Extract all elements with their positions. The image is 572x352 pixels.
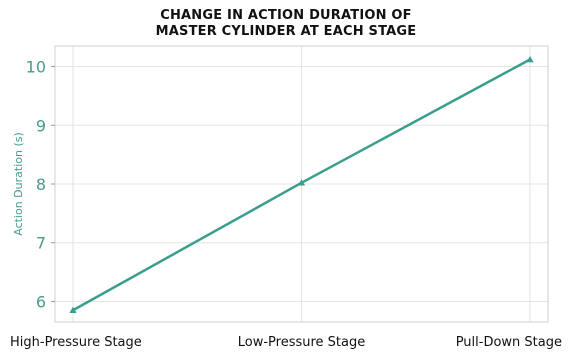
chart-title-line-2: MASTER CYLINDER AT EACH STAGE — [155, 24, 417, 39]
x-tick-label-0: High-Pressure Stage — [10, 335, 142, 350]
x-tick-labels: High-Pressure Stage Low-Pressure Stage Pul… — [10, 335, 562, 350]
y-tick-label-4: 10 — [26, 58, 46, 77]
data-markers — [69, 55, 534, 313]
chart-title: CHANGE IN ACTION DURATION OF MASTER CYLI… — [0, 8, 572, 40]
x-tick-label-2: Pull-Down Stage — [456, 335, 562, 350]
data-point-2 — [526, 55, 534, 63]
chart-title-line-1: CHANGE IN ACTION DURATION OF — [160, 8, 412, 23]
y-tick-label-3: 9 — [36, 116, 46, 135]
x-tick-label-1: Low-Pressure Stage — [238, 335, 366, 350]
y-tick-label-0: 6 — [36, 292, 46, 311]
y-tick-label-1: 7 — [36, 234, 46, 253]
data-point-1 — [297, 179, 306, 186]
y-axis-label: Action Duration (s) — [12, 132, 25, 236]
data-point-0 — [69, 306, 77, 313]
y-tick-labels: 6 7 8 9 10 — [26, 58, 55, 311]
y-tick-label-2: 8 — [36, 175, 46, 194]
